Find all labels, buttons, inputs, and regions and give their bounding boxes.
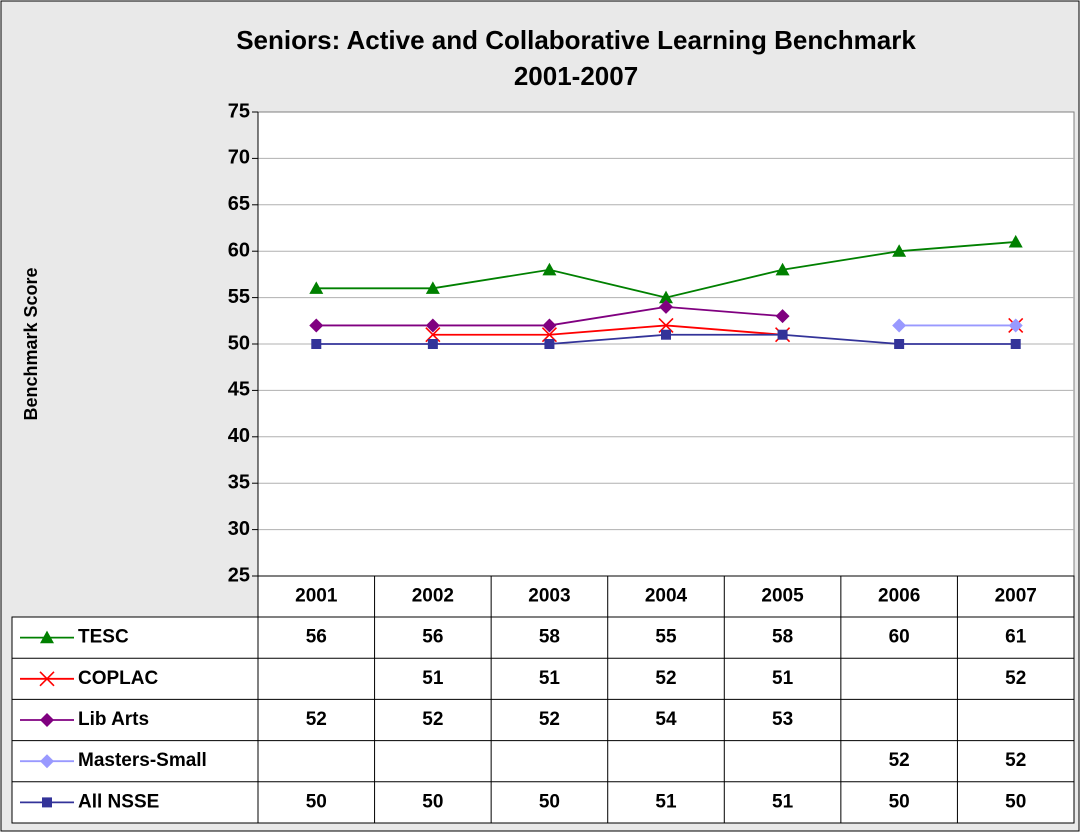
- legend-label: COPLAC: [78, 668, 159, 689]
- y-tick-label: 70: [228, 147, 250, 169]
- table-value: 56: [306, 627, 327, 648]
- marker: [661, 329, 671, 340]
- marker: [775, 262, 790, 276]
- legend-marker: [40, 713, 54, 727]
- marker: [544, 339, 555, 349]
- marker: [659, 290, 673, 304]
- x-tick-label: 2001: [295, 586, 338, 607]
- legend-label: TESC: [78, 627, 129, 648]
- table-value: 58: [539, 627, 560, 648]
- y-tick-label: 40: [228, 425, 250, 447]
- y-tick-label: 35: [228, 471, 250, 493]
- table-value: 52: [1005, 668, 1026, 689]
- table-value: 52: [306, 709, 327, 730]
- table-value: 58: [772, 627, 793, 648]
- legend-label: Masters-Small: [78, 750, 207, 771]
- marker: [892, 318, 907, 333]
- legend-marker: [42, 797, 52, 808]
- marker: [309, 318, 324, 333]
- table-value: 50: [539, 791, 560, 812]
- marker: [659, 299, 673, 314]
- table-value: 50: [422, 791, 443, 812]
- table-value: 55: [655, 627, 677, 648]
- table-value: 52: [1005, 750, 1026, 771]
- y-tick-label: 75: [228, 100, 250, 122]
- marker: [425, 318, 440, 333]
- table-value: 50: [889, 791, 910, 812]
- table-value: 51: [655, 791, 677, 812]
- x-tick-label: 2007: [995, 586, 1037, 607]
- marker: [427, 339, 438, 349]
- table-value: 53: [772, 709, 793, 730]
- y-tick-label: 30: [228, 518, 250, 540]
- x-tick-label: 2002: [412, 586, 454, 607]
- marker: [309, 281, 324, 294]
- marker: [775, 309, 790, 324]
- table-value: 54: [655, 709, 677, 730]
- table-value: 56: [422, 627, 443, 648]
- table-value: 52: [539, 709, 560, 730]
- marker: [777, 329, 788, 340]
- table-value: 51: [422, 668, 444, 689]
- chart-title: Seniors: Active and Collaborative Learni…: [236, 25, 916, 55]
- x-tick-label: 2003: [528, 586, 570, 607]
- y-tick-label: 45: [228, 379, 250, 401]
- marker: [1008, 234, 1023, 248]
- y-tick-label: 25: [228, 564, 250, 586]
- x-tick-label: 2006: [878, 586, 920, 607]
- marker: [542, 262, 557, 276]
- y-tick-label: 60: [228, 239, 250, 261]
- marker: [1008, 318, 1023, 333]
- table-value: 60: [889, 627, 910, 648]
- data-table: [11, 616, 1075, 824]
- y-tick-label: 65: [228, 193, 250, 215]
- table-value: 50: [306, 791, 327, 812]
- x-tick-label: 2005: [761, 586, 804, 607]
- chart-subtitle: 2001-2007: [514, 61, 638, 91]
- marker: [892, 244, 907, 257]
- marker: [894, 339, 905, 349]
- marker: [1010, 339, 1021, 349]
- table-value: 52: [422, 709, 443, 730]
- legend-marker: [39, 671, 55, 687]
- legend-label: Lib Arts: [78, 709, 149, 730]
- table-value: 51: [539, 668, 561, 689]
- y-tick-label: 50: [228, 332, 250, 354]
- table-value: 61: [1005, 627, 1027, 648]
- marker: [425, 281, 440, 294]
- table-value: 52: [889, 750, 910, 771]
- legend-label: All NSSE: [78, 791, 159, 812]
- y-axis-label: Benchmark Score: [21, 267, 41, 420]
- table-value: 50: [1005, 791, 1026, 812]
- legend-marker: [40, 630, 54, 644]
- x-tick-label: 2004: [645, 586, 688, 607]
- y-tick-label: 55: [228, 286, 250, 308]
- marker: [542, 318, 557, 333]
- table-value: 52: [655, 668, 676, 689]
- legend-marker: [40, 754, 54, 769]
- marker: [311, 339, 322, 349]
- table-value: 51: [772, 791, 794, 812]
- table-value: 51: [772, 668, 794, 689]
